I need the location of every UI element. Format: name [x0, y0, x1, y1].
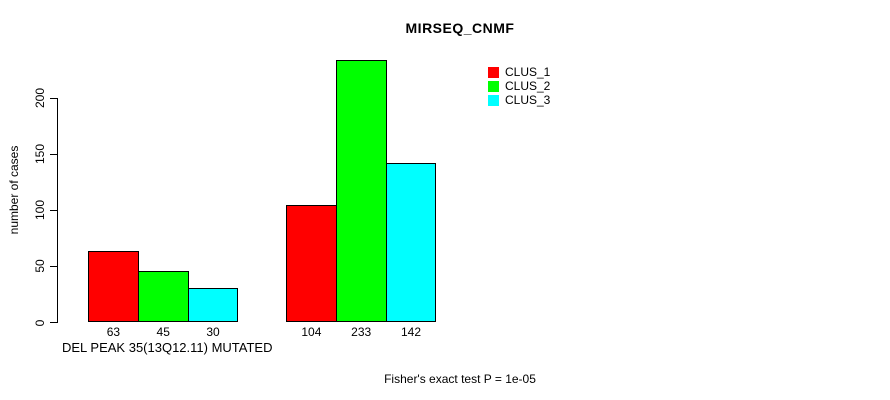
y-axis-label: number of cases	[7, 145, 21, 235]
bar-value-clus_2-group1: 45	[156, 325, 170, 339]
legend-swatch-clus_2	[488, 80, 499, 92]
x-axis-label: DEL PEAK 35(13Q12.11) MUTATED	[62, 340, 273, 355]
y-tick-mark-200	[50, 97, 57, 99]
legend-swatch-clus_1	[488, 66, 499, 78]
y-tick-label-200: 200	[33, 87, 47, 109]
y-tick-label-0: 0	[33, 319, 47, 326]
y-tick-label-150: 150	[33, 144, 47, 165]
bar-clus_2-group1	[137, 271, 189, 322]
bar-value-clus_1-group2: 104	[301, 325, 322, 339]
legend-row-clus_2: CLUS_2	[488, 80, 550, 92]
y-tick-label-50: 50	[33, 259, 47, 274]
footnote-text: Fisher's exact test P = 1e-05	[384, 372, 536, 386]
bar-clus_1-group2	[286, 205, 337, 322]
y-tick-mark-50	[50, 265, 57, 267]
legend-row-clus_1: CLUS_1	[488, 66, 550, 78]
y-tick-mark-0	[50, 322, 57, 323]
bar-value-clus_1-group1: 63	[106, 325, 121, 339]
y-tick-mark-100	[50, 209, 57, 211]
y-tick-label-100: 100	[33, 200, 47, 221]
bar-clus_3-group2	[385, 163, 437, 322]
legend-label-clus_2: CLUS_2	[505, 79, 551, 93]
bar-value-clus_3-group2: 142	[400, 325, 421, 339]
bar-value-clus_2-group2: 233	[351, 325, 372, 339]
bar-clus_1-group1	[88, 251, 139, 322]
chart-title: MIRSEQ_CNMF	[405, 20, 515, 36]
legend-label-clus_3: CLUS_3	[505, 93, 551, 107]
y-axis-line	[57, 98, 58, 323]
legend-label-clus_1: CLUS_1	[505, 65, 551, 79]
legend-swatch-clus_3	[488, 94, 499, 106]
bar-clus_2-group2	[335, 60, 387, 322]
bar-value-clus_3-group1: 30	[206, 325, 220, 339]
bar-clus_3-group1	[187, 288, 239, 322]
legend-row-clus_3: CLUS_3	[488, 94, 550, 106]
y-tick-mark-150	[50, 153, 57, 155]
